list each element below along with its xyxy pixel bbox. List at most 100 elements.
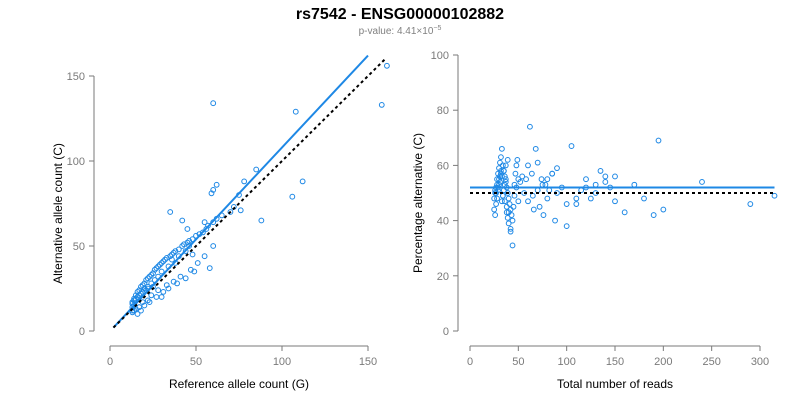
data-point [519, 173, 526, 180]
data-point [583, 176, 589, 183]
data-point [498, 154, 504, 161]
data-point [500, 187, 507, 194]
data-point [289, 193, 296, 200]
data-point [546, 187, 553, 194]
data-point [292, 108, 299, 115]
data-point [167, 209, 174, 215]
y-tick-label: 0 [79, 326, 85, 338]
data-point [155, 263, 162, 270]
data-point [510, 203, 517, 210]
data-point [503, 203, 510, 210]
data-point [505, 209, 512, 216]
data-point [509, 217, 516, 224]
data-point [153, 265, 160, 272]
data-point [206, 265, 213, 272]
data-point [494, 195, 500, 202]
data-point [660, 206, 667, 213]
data-point [131, 297, 137, 304]
data-point [160, 258, 167, 265]
data-point [499, 145, 505, 152]
data-point [747, 201, 754, 207]
data-point [174, 280, 180, 287]
data-point [165, 285, 172, 292]
data-point [146, 299, 153, 306]
data-point [134, 294, 141, 300]
data-point [512, 170, 519, 177]
data-point [155, 287, 162, 294]
data-point [493, 190, 500, 196]
data-point [205, 222, 211, 229]
data-point [177, 273, 184, 280]
data-point [504, 156, 511, 163]
data-point [189, 251, 196, 258]
data-point [655, 137, 662, 144]
data-point [201, 219, 208, 226]
data-point [182, 248, 189, 255]
data-point [201, 253, 208, 260]
data-point [573, 201, 580, 207]
data-point [199, 229, 206, 236]
data-point [299, 178, 306, 185]
data-point [208, 190, 215, 197]
x-axis-label: Total number of reads [557, 377, 673, 391]
data-point [158, 260, 165, 266]
data-point [517, 179, 524, 185]
data-point [534, 159, 541, 166]
data-point [530, 206, 537, 213]
y-tick-label: 80 [437, 105, 449, 117]
data-point [536, 203, 543, 210]
data-point [504, 190, 511, 196]
data-point [141, 302, 148, 309]
x-tick-label: 50 [512, 356, 524, 368]
x-tick-label: 300 [751, 356, 769, 368]
x-tick-label: 0 [107, 356, 113, 368]
y-tick-label: 0 [443, 326, 449, 338]
data-point [534, 187, 541, 194]
data-point [501, 198, 508, 205]
data-point [573, 195, 580, 202]
data-point [499, 198, 505, 205]
data-point [592, 181, 599, 188]
data-point [650, 212, 657, 218]
data-point [511, 192, 518, 199]
data-point [134, 311, 141, 317]
data-point [241, 178, 248, 185]
chart-subtitle: p-value: 4.41×10−5 [359, 25, 442, 37]
data-point [162, 256, 168, 263]
scatter-panel-percentage: 0 50 100 150 200 250 300 0 20 40 60 80 100 Total numb… [411, 50, 778, 391]
x-tick-label: 150 [606, 356, 624, 368]
data-point [169, 251, 175, 258]
data-point [492, 212, 499, 218]
x-tick-label: 250 [702, 356, 720, 368]
data-point [148, 292, 155, 299]
data-point [505, 195, 512, 202]
data-point [544, 195, 551, 202]
data-point [213, 181, 220, 188]
data-point [513, 162, 520, 169]
data-point [139, 282, 146, 289]
data-point [515, 198, 522, 205]
data-point [497, 173, 503, 180]
data-point [552, 217, 558, 224]
data-point [144, 275, 151, 282]
data-point [136, 292, 143, 299]
scatter-panel-allele-counts: 0 50 100 150 0 50 100 150 Reference allele count… [51, 54, 390, 391]
data-point [170, 249, 177, 256]
data-point [129, 299, 136, 306]
data-point [146, 273, 153, 280]
x-tick-label: 100 [273, 356, 291, 368]
y-tick-label: 50 [73, 241, 85, 253]
data-point [378, 102, 385, 108]
y-axis-label: Alternative allele count (C) [51, 143, 65, 284]
data-point [503, 209, 510, 216]
x-tick-label: 0 [467, 356, 473, 368]
data-point [523, 176, 529, 183]
data-point [210, 100, 217, 107]
x-tick-label: 150 [359, 356, 377, 368]
data-point [138, 290, 144, 297]
y-tick-label: 100 [67, 156, 85, 168]
fit-line [112, 54, 369, 329]
data-point [258, 217, 265, 224]
data-point [182, 275, 189, 282]
